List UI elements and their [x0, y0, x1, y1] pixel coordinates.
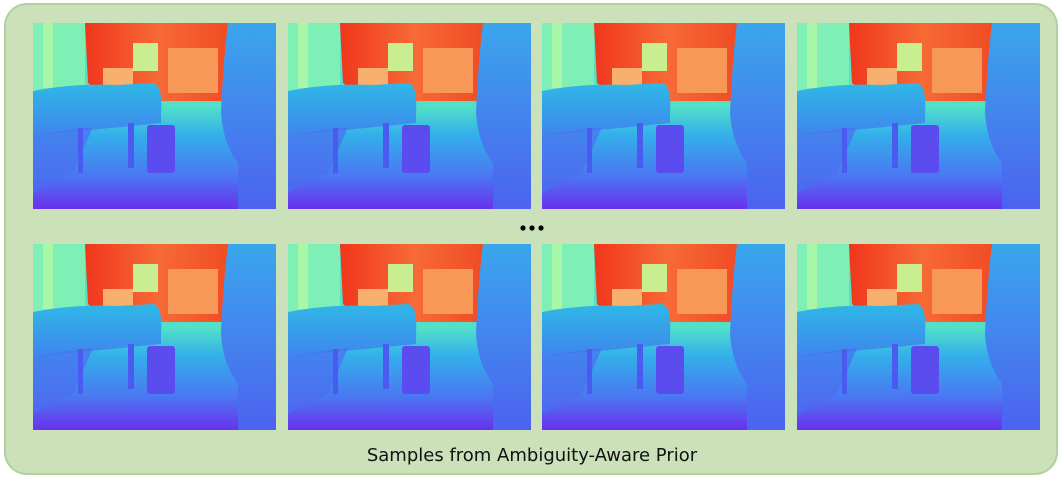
depth-map: [288, 23, 531, 209]
depth-map: [797, 23, 1040, 209]
depth-map: [33, 244, 276, 430]
caption: Samples from Ambiguity-Aware Prior: [367, 445, 698, 466]
ellipsis: [520, 225, 543, 230]
depth-map: [288, 244, 531, 430]
depth-map: [797, 244, 1040, 430]
depth-map: [33, 23, 276, 209]
depth-map: [542, 244, 785, 430]
figure: Samples from Ambiguity-Aware Prior: [0, 0, 1061, 479]
depth-map: [542, 23, 785, 209]
